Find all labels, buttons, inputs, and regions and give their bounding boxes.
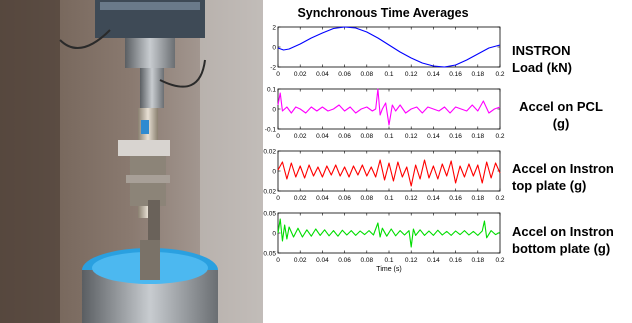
y-tick-label: 0.05 [263, 210, 276, 217]
x-tick-label: 0.02 [294, 195, 307, 202]
chart-4: 0 0.02 0.04 0.06 0.08 0.1 0.12 0.14 0.16 0.18 0.2 -… [263, 210, 505, 273]
x-tick-label: 0.1 [384, 133, 393, 140]
y-tick-label: -0.02 [263, 188, 276, 195]
label-line: Accel on PCL [519, 99, 603, 114]
x-tick-label: 0.14 [427, 257, 440, 264]
x-tick-label: 0.1 [384, 71, 393, 78]
x-tick-label: 0.18 [471, 71, 484, 78]
x-tick-label: 0.04 [316, 257, 329, 264]
x-tick-label: 0.16 [449, 195, 462, 202]
label-line: bottom plate (g) [512, 241, 611, 256]
x-tick-label: 0.12 [405, 195, 418, 202]
y-tick-label: 0 [272, 106, 276, 113]
x-tick-label: 0 [276, 133, 280, 140]
x-tick-label: 0.14 [427, 195, 440, 202]
charts-panel: Synchronous Time Averages 0 0.02 0.04 0.06 0… [263, 6, 505, 273]
x-tick-label: 0.04 [316, 195, 329, 202]
x-tick-label: 0.08 [360, 257, 373, 264]
y-tick-label: 0.02 [263, 148, 276, 155]
x-tick-label: 0.1 [384, 257, 393, 264]
x-tick-label: 0.14 [427, 133, 440, 140]
y-tick-label: 0 [272, 44, 276, 51]
plots-group: 0 0.02 0.04 0.06 0.08 0.1 0.12 0.14 0.16 0.18 0.2-… [263, 24, 505, 273]
x-tick-label: 0 [276, 71, 280, 78]
chart-2: 0 0.02 0.04 0.06 0.08 0.1 0.12 0.14 0.16 0.18 0.2 -… [265, 86, 505, 140]
label-line: INSTRON [512, 43, 571, 58]
x-tick-label: 0.06 [338, 195, 351, 202]
label-line: Load (kN) [512, 60, 572, 75]
label-accel-bottom-plate: Accel on Instron bottom plate (g) [512, 223, 632, 257]
label-line: (g) [552, 116, 570, 131]
label-accel-top-plate: Accel on Instron top plate (g) [512, 160, 632, 194]
chart-3: 0 0.02 0.04 0.06 0.08 0.1 0.12 0.14 0.16 0.18 0.2 -… [263, 148, 505, 202]
x-tick-label: 0.06 [338, 71, 351, 78]
x-tick-label: 0.14 [427, 71, 440, 78]
x-tick-label: 0.08 [360, 195, 373, 202]
x-tick-label: 0.06 [338, 257, 351, 264]
x-tick-label: 0.18 [471, 257, 484, 264]
label-line: Accel on Instron [512, 161, 614, 176]
y-tick-label: 0 [272, 168, 276, 175]
x-tick-label: 0.2 [495, 257, 504, 264]
x-tick-label: 0.12 [405, 133, 418, 140]
plot-frame [277, 26, 501, 68]
x-tick-label: 0.18 [471, 195, 484, 202]
x-tick-label: 0.02 [294, 71, 307, 78]
x-tick-label: 0.12 [405, 71, 418, 78]
x-tick-label: 0.08 [360, 133, 373, 140]
x-axis-label: Time (s) [376, 266, 401, 273]
x-tick-label: 0.16 [449, 133, 462, 140]
x-tick-label: 0.2 [495, 71, 504, 78]
y-tick-label: -0.05 [263, 250, 276, 257]
label-accel-pcl: Accel on PCL (g) [512, 98, 610, 132]
series-line [277, 26, 501, 68]
series-line [277, 88, 501, 126]
chart-1: 0 0.02 0.04 0.06 0.08 0.1 0.12 0.14 0.16 0.18 0.2 -… [270, 24, 505, 78]
label-line: Accel on Instron [512, 224, 614, 239]
x-tick-label: 0 [276, 257, 280, 264]
y-tick-label: 2 [272, 24, 276, 31]
label-line: top plate (g) [512, 178, 587, 193]
x-tick-label: 0.04 [316, 133, 329, 140]
series-line [277, 159, 501, 187]
x-tick-label: 0.1 [384, 195, 393, 202]
x-tick-label: 0.08 [360, 71, 373, 78]
series-line [277, 218, 501, 248]
y-tick-label: 0.1 [267, 86, 276, 93]
x-tick-label: 0.2 [495, 133, 504, 140]
y-tick-label: -0.1 [265, 126, 277, 133]
x-tick-label: 0.12 [405, 257, 418, 264]
x-tick-label: 0.2 [495, 195, 504, 202]
test-rig-photo [0, 0, 263, 323]
label-instron-load: INSTRON Load (kN) [512, 42, 632, 76]
x-tick-label: 0.16 [449, 71, 462, 78]
x-tick-label: 0.04 [316, 71, 329, 78]
x-tick-label: 0.02 [294, 257, 307, 264]
y-tick-label: 0 [272, 230, 276, 237]
x-tick-label: 0.02 [294, 133, 307, 140]
x-tick-label: 0.18 [471, 133, 484, 140]
x-tick-label: 0.16 [449, 257, 462, 264]
y-tick-label: -2 [270, 64, 276, 71]
x-tick-label: 0.06 [338, 133, 351, 140]
figure-title: Synchronous Time Averages [297, 6, 468, 20]
x-tick-label: 0 [276, 195, 280, 202]
